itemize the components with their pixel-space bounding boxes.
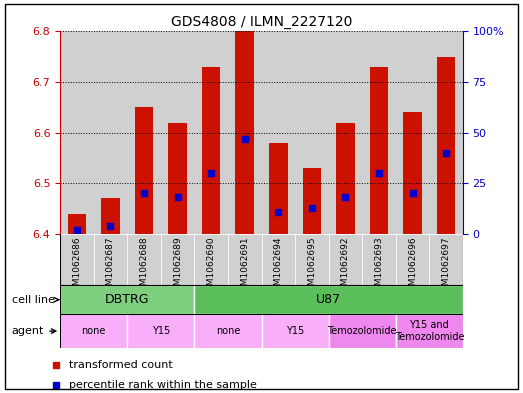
Text: Temozolomide: Temozolomide	[327, 326, 397, 336]
Text: Y15 and
Temozolomide: Y15 and Temozolomide	[394, 320, 464, 342]
Bar	[127, 31, 161, 234]
Bar	[362, 234, 396, 285]
Bar	[127, 314, 195, 348]
Text: GSM1062687: GSM1062687	[106, 236, 115, 297]
Bar	[328, 314, 396, 348]
Bar	[429, 234, 463, 285]
Bar	[370, 67, 388, 234]
Bar	[202, 67, 220, 234]
Bar	[161, 234, 195, 285]
Text: percentile rank within the sample: percentile rank within the sample	[69, 380, 256, 390]
Bar	[262, 314, 328, 348]
Bar	[328, 234, 362, 285]
Text: GSM1062693: GSM1062693	[374, 236, 383, 297]
Bar	[161, 31, 195, 234]
Text: none: none	[216, 326, 240, 336]
Bar	[101, 198, 120, 234]
Title: GDS4808 / ILMN_2227120: GDS4808 / ILMN_2227120	[171, 15, 352, 29]
Text: DBTRG: DBTRG	[105, 293, 150, 306]
Text: none: none	[82, 326, 106, 336]
Text: GSM1062690: GSM1062690	[207, 236, 215, 297]
Bar	[228, 31, 262, 234]
Bar	[60, 31, 94, 234]
Bar	[295, 234, 328, 285]
Text: Y15: Y15	[152, 326, 170, 336]
Bar	[295, 31, 328, 234]
Text: U87: U87	[316, 293, 341, 306]
Text: GSM1062697: GSM1062697	[441, 236, 451, 297]
Bar	[262, 31, 295, 234]
Bar	[437, 57, 456, 234]
Bar	[127, 234, 161, 285]
Bar	[303, 168, 321, 234]
Bar	[60, 285, 195, 314]
Bar	[228, 234, 262, 285]
Bar	[328, 31, 362, 234]
Bar	[396, 234, 429, 285]
Text: GSM1062689: GSM1062689	[173, 236, 182, 297]
Bar	[168, 123, 187, 234]
Bar	[403, 112, 422, 234]
Bar	[94, 31, 127, 234]
Bar	[396, 31, 429, 234]
Text: Y15: Y15	[286, 326, 304, 336]
Bar	[135, 107, 153, 234]
Bar	[67, 214, 86, 234]
Bar	[60, 234, 94, 285]
Bar	[60, 314, 127, 348]
Text: agent: agent	[12, 326, 56, 336]
Bar	[195, 234, 228, 285]
Text: cell line: cell line	[12, 295, 59, 305]
Bar	[362, 31, 396, 234]
Bar	[235, 31, 254, 234]
Bar	[195, 314, 262, 348]
Text: GSM1062691: GSM1062691	[240, 236, 249, 297]
Bar	[396, 314, 463, 348]
Text: GSM1062696: GSM1062696	[408, 236, 417, 297]
Text: GSM1062686: GSM1062686	[72, 236, 82, 297]
Bar	[336, 123, 355, 234]
Bar	[195, 285, 463, 314]
Text: GSM1062695: GSM1062695	[308, 236, 316, 297]
Text: GSM1062694: GSM1062694	[274, 236, 283, 297]
Bar	[195, 31, 228, 234]
Bar	[269, 143, 288, 234]
Text: GSM1062688: GSM1062688	[140, 236, 149, 297]
Bar	[262, 234, 295, 285]
Bar	[94, 234, 127, 285]
Text: transformed count: transformed count	[69, 360, 172, 371]
Bar	[429, 31, 463, 234]
Text: GSM1062692: GSM1062692	[341, 236, 350, 297]
